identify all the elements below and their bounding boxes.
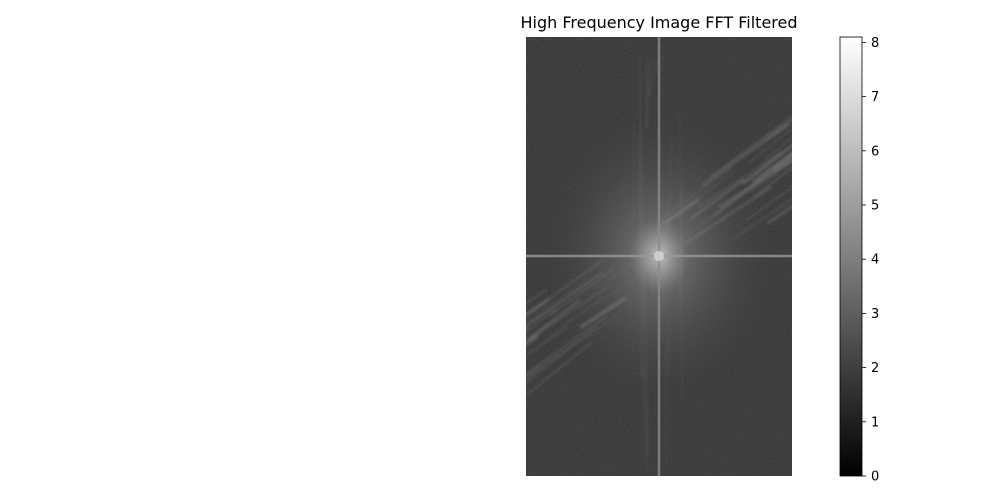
colorbar-gradient [840, 37, 862, 476]
colorbar-frame [839, 36, 863, 477]
colorbar-tick-label: 8 [871, 36, 879, 51]
colorbar: 0 1 2 3 4 5 6 7 8 [839, 36, 879, 485]
spectrum-streak [763, 136, 792, 161]
spectrum-streak [648, 56, 660, 97]
spectrum-streak [766, 204, 792, 225]
spectrum-streak [526, 306, 558, 334]
spectrum-streak [526, 297, 551, 315]
spectrum-streak [526, 334, 539, 347]
spectrum-streak [526, 288, 548, 304]
chart-title: High Frequency Image FFT Filtered [520, 13, 797, 32]
colorbar-tick-label: 7 [871, 90, 879, 105]
spectrum-streak [751, 151, 792, 184]
colorbar-ticks: 0 1 2 3 4 5 6 7 8 [862, 36, 879, 485]
spectrum-streak [526, 326, 530, 331]
dc-peak [654, 251, 664, 261]
spectrum-streak [748, 128, 792, 163]
colorbar-tick-label: 6 [871, 144, 879, 159]
colorbar-tick-label: 3 [871, 307, 879, 322]
colorbar-tick-label: 4 [871, 253, 879, 268]
colorbar-tick-label: 5 [871, 199, 879, 214]
spectrum-streak [526, 301, 549, 318]
colorbar-tick-label: 1 [871, 415, 879, 430]
fft-spectrum-image [526, 37, 792, 476]
colorbar-tick-label: 2 [871, 361, 879, 376]
colorbar-tick-label: 0 [871, 470, 879, 485]
spectrum-streak [526, 366, 543, 380]
